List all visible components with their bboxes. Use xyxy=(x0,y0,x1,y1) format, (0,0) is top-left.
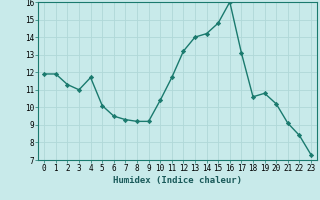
X-axis label: Humidex (Indice chaleur): Humidex (Indice chaleur) xyxy=(113,176,242,185)
